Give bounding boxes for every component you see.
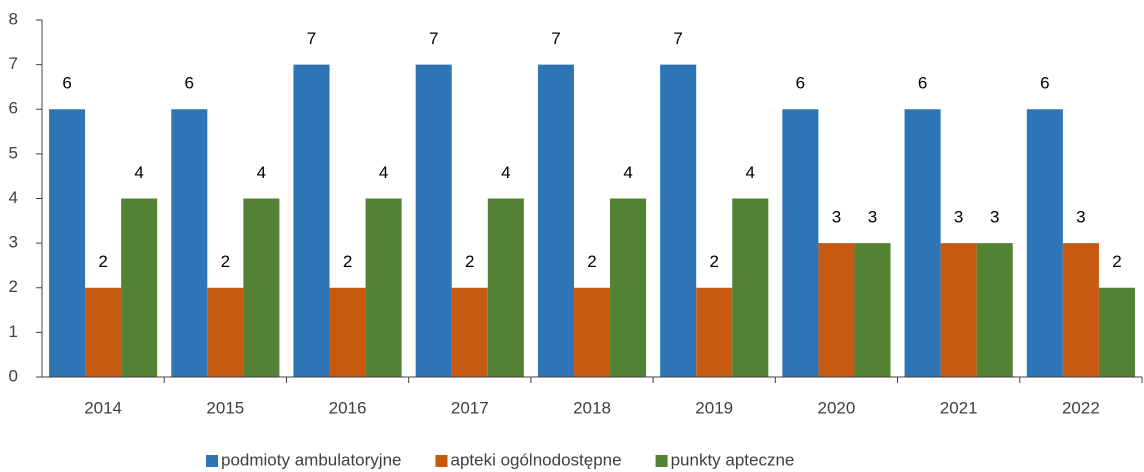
bar: [782, 109, 819, 377]
data-label: 3: [868, 208, 877, 227]
data-label: 4: [257, 163, 266, 182]
legend-swatch: [206, 455, 218, 467]
bar: [696, 287, 733, 377]
bar: [976, 243, 1013, 377]
data-label: 2: [465, 252, 474, 271]
data-label: 4: [134, 163, 143, 182]
bar: [610, 198, 647, 377]
data-label: 3: [832, 208, 841, 227]
data-label: 2: [587, 252, 596, 271]
y-tick-label: 3: [9, 233, 18, 252]
bar: [660, 64, 697, 377]
legend-label: podmioty ambulatoryjne: [221, 450, 401, 469]
data-label: 3: [1076, 208, 1085, 227]
data-label: 3: [990, 208, 999, 227]
data-label: 2: [343, 252, 352, 271]
bar: [904, 109, 941, 377]
x-tick-label: 2019: [695, 398, 733, 417]
data-label: 2: [221, 252, 230, 271]
bar: [1026, 109, 1063, 377]
x-tick-label: 2017: [451, 398, 489, 417]
x-tick-label: 2021: [940, 398, 978, 417]
bar: [49, 109, 86, 377]
data-label: 6: [918, 74, 927, 93]
x-tick-label: 2022: [1062, 398, 1100, 417]
bar: [365, 198, 402, 377]
bar: [415, 64, 452, 377]
data-label: 4: [623, 163, 632, 182]
data-label: 6: [62, 74, 71, 93]
x-tick-label: 2015: [206, 398, 244, 417]
bar: [1062, 243, 1099, 377]
y-tick-label: 0: [9, 366, 18, 385]
bar: [818, 243, 855, 377]
data-label: 6: [185, 74, 194, 93]
legend-swatch: [655, 455, 668, 467]
bar: [85, 287, 122, 377]
data-label: 7: [551, 29, 560, 48]
bar: [940, 243, 977, 377]
bar: [329, 287, 366, 377]
x-tick-label: 2020: [818, 398, 856, 417]
data-label: 2: [98, 252, 107, 271]
data-label: 4: [379, 163, 388, 182]
bar: [1098, 287, 1135, 377]
y-tick-label: 8: [9, 9, 18, 28]
x-tick-label: 2016: [329, 398, 367, 417]
bar: [537, 64, 574, 377]
data-label: 6: [1040, 74, 1049, 93]
y-tick-label: 6: [9, 99, 18, 118]
data-label: 4: [746, 163, 755, 182]
bar: [293, 64, 330, 377]
bar: [243, 198, 280, 377]
bar: [171, 109, 208, 377]
bar: [121, 198, 158, 377]
legend-label: punkty apteczne: [671, 450, 795, 469]
x-tick-label: 2018: [573, 398, 611, 417]
bar: [451, 287, 488, 377]
y-tick-label: 4: [9, 188, 18, 207]
data-label: 7: [307, 29, 316, 48]
x-tick-label: 2014: [84, 398, 122, 417]
bar: [573, 287, 611, 377]
y-tick-label: 7: [9, 54, 18, 73]
data-label: 7: [673, 29, 682, 48]
bar: [487, 198, 524, 377]
data-label: 2: [1112, 252, 1121, 271]
bar: [854, 243, 891, 377]
y-tick-label: 1: [9, 322, 18, 341]
data-label: 2: [709, 252, 718, 271]
y-tick-label: 2: [9, 277, 18, 296]
data-label: 4: [501, 163, 510, 182]
legend-label: apteki ogólnodostępne: [450, 450, 621, 469]
data-label: 7: [429, 29, 438, 48]
bar: [732, 198, 769, 377]
bar: [207, 287, 244, 377]
data-label: 6: [796, 74, 805, 93]
data-label: 3: [954, 208, 963, 227]
y-tick-label: 5: [9, 143, 18, 162]
legend-swatch: [435, 455, 448, 467]
